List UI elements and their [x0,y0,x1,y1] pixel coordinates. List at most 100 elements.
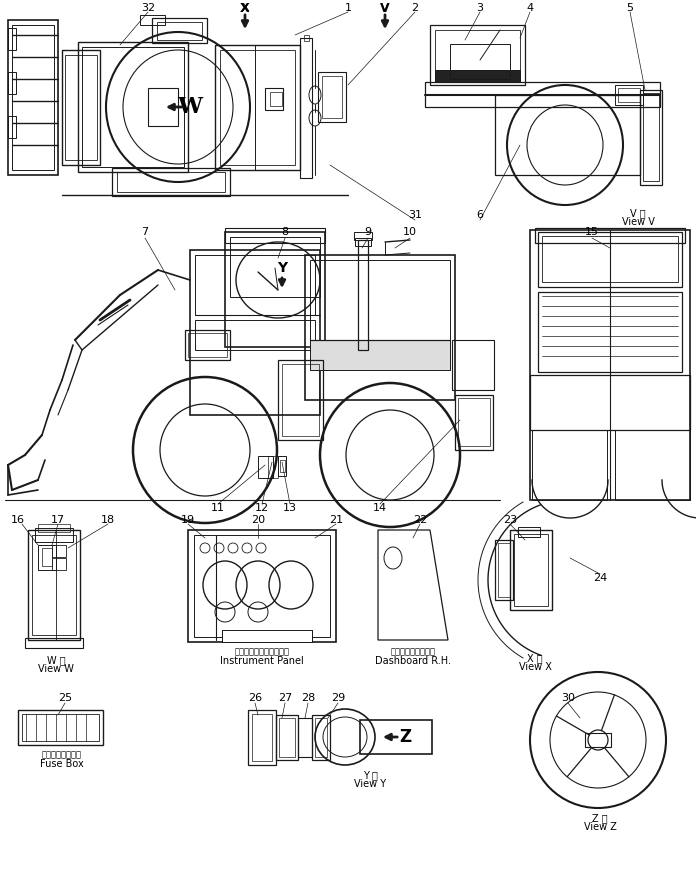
Text: 1: 1 [345,3,351,13]
Bar [452,340,494,390]
Bar [152,18,207,43]
Bar [538,232,682,287]
Bar [225,232,325,347]
Bar [498,543,510,597]
Text: 6: 6 [477,210,484,220]
Bar [32,535,76,635]
Text: W: W [177,96,203,118]
Text: ダッシュボード右側: ダッシュボード右側 [390,647,436,656]
Bar [8,116,16,138]
Bar [280,460,285,472]
Bar [8,72,16,94]
Text: View Y: View Y [354,779,386,789]
Text: 3: 3 [477,3,484,13]
Bar [148,88,178,126]
Text: V: V [381,3,389,13]
Text: 23: 23 [503,515,517,525]
Bar [354,232,372,240]
Text: View Z: View Z [583,822,617,832]
Text: 28: 28 [301,693,315,703]
Bar [435,70,520,82]
Bar [8,28,16,50]
Bar [18,710,103,745]
Bar [510,530,552,610]
Bar [195,320,315,350]
Bar [65,55,97,160]
Text: 26: 26 [248,693,262,703]
Text: 12: 12 [255,503,269,513]
Text: 16: 16 [11,515,25,525]
Bar [278,360,323,440]
Bar [315,718,327,757]
Bar [425,82,660,107]
Bar [300,38,312,178]
Bar [298,718,312,757]
Bar [278,456,286,476]
Text: View V: View V [622,217,654,227]
Text: Instrument Panel: Instrument Panel [220,656,304,666]
Bar [310,260,450,340]
Text: 14: 14 [373,503,387,513]
Bar [62,50,100,165]
Bar [268,456,278,478]
Bar [78,42,188,172]
Bar [535,228,685,243]
Bar [215,45,300,170]
Text: 30: 30 [561,693,575,703]
Text: 19: 19 [181,515,195,525]
Bar [185,330,230,360]
Text: 5: 5 [626,3,633,13]
Text: 29: 29 [331,693,345,703]
Bar [640,90,662,185]
Text: 7: 7 [141,227,148,237]
Bar [188,333,227,357]
Bar [190,250,320,415]
Bar [270,92,282,106]
Text: 2: 2 [411,3,418,13]
Bar [304,35,309,41]
Bar [282,364,319,436]
Bar [358,240,368,350]
Bar [542,236,678,282]
Bar [157,22,202,40]
Bar [530,230,690,500]
Bar [25,638,83,648]
Bar [258,456,273,478]
Text: 21: 21 [329,515,343,525]
Text: 13: 13 [283,503,297,513]
Bar [276,715,298,760]
Text: 11: 11 [211,503,225,513]
Bar [310,340,450,370]
Text: View W: View W [38,664,74,674]
Text: 20: 20 [251,515,265,525]
Bar [35,528,73,542]
Text: 17: 17 [51,515,65,525]
Bar [195,255,315,315]
Text: V 視: V 視 [630,208,646,218]
Bar [495,95,640,175]
Bar [435,30,520,80]
Bar [455,395,493,450]
Bar [140,15,165,25]
Text: V: V [380,2,390,14]
Text: X 視: X 視 [527,653,543,663]
Bar [8,20,58,175]
Bar [42,548,52,566]
Bar [532,430,607,500]
Bar [450,44,510,79]
Text: X: X [240,2,250,14]
Bar [458,398,490,446]
Bar [194,535,330,637]
Text: 4: 4 [526,3,534,13]
Bar [38,524,70,532]
Bar [615,430,690,500]
Bar [618,88,640,102]
Bar [38,545,56,570]
Bar [225,228,325,243]
Bar [188,530,336,642]
Text: インスツルメントパネル: インスツルメントパネル [235,647,290,656]
Text: 18: 18 [101,515,115,525]
Text: 27: 27 [278,693,292,703]
Bar [514,534,548,606]
Text: View X: View X [519,662,551,672]
